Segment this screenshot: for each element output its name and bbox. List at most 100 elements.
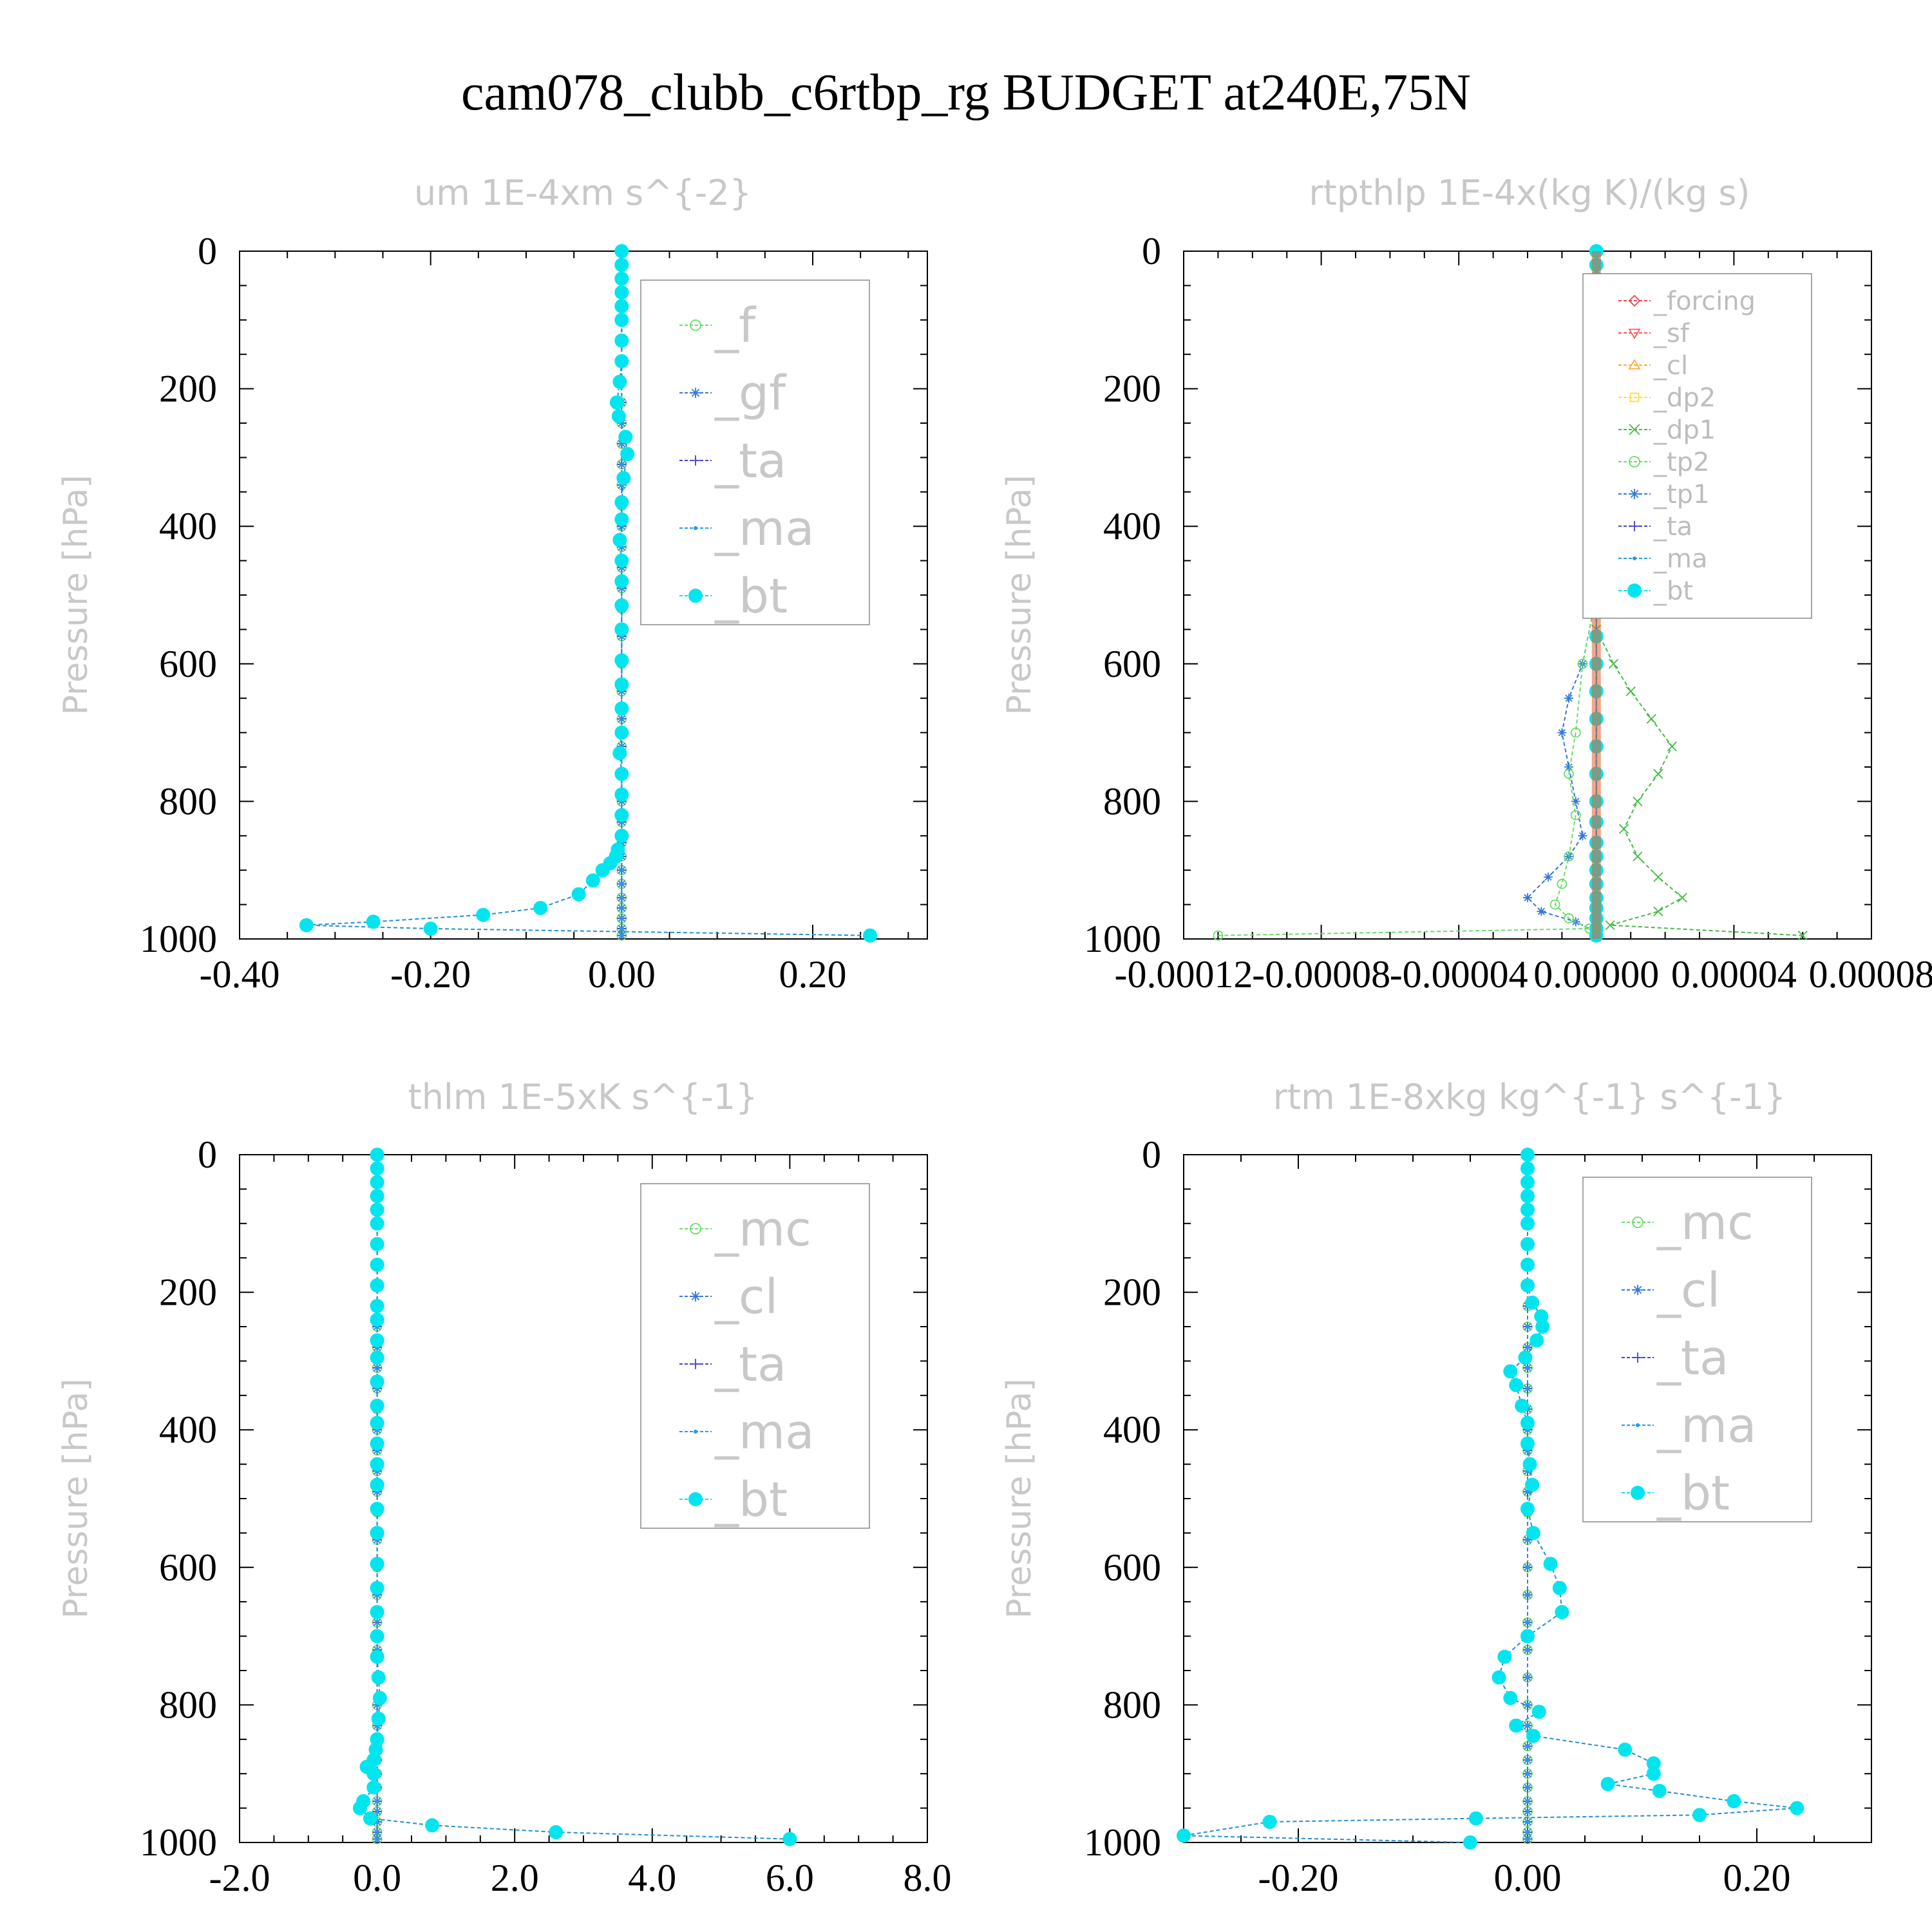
bt-marker	[616, 471, 631, 486]
y-axis-label: Pressure [hPa]	[1000, 1379, 1039, 1619]
y-axis-label: Pressure [hPa]	[57, 475, 95, 715]
bt-marker	[614, 808, 629, 822]
legend-entry-label: _cl	[1653, 351, 1688, 381]
bt-marker	[614, 598, 629, 613]
dot-marker	[1526, 1785, 1530, 1790]
bt-marker	[1492, 1670, 1506, 1685]
bt-marker	[614, 512, 629, 527]
bt-marker	[1520, 1202, 1535, 1217]
dot-marker	[1526, 1620, 1530, 1625]
y-axis-label: Pressure [hPa]	[1000, 475, 1039, 715]
bt-marker	[1463, 1835, 1477, 1850]
bt-marker	[614, 244, 629, 258]
bt-marker	[370, 1526, 384, 1540]
bt-marker	[1600, 1777, 1615, 1792]
circle-marker	[1564, 913, 1574, 923]
bt-marker	[1530, 1333, 1544, 1348]
star-marker	[1564, 762, 1574, 772]
x-tick-label: -0.00008	[1252, 953, 1390, 996]
plot-area: 0 200 400 600 800 1000-2.0 0.0 2.0 4.0 6.0 8.0 Pres…	[57, 1133, 952, 1899]
bt-marker	[1534, 1309, 1549, 1323]
circle-marker	[1570, 727, 1581, 738]
circle-marker	[1564, 851, 1574, 862]
x-tick-label: 0.00	[588, 953, 656, 996]
bt-marker	[688, 1492, 703, 1506]
circle-marker	[1577, 658, 1588, 669]
bt-marker	[370, 1649, 384, 1664]
circle-marker	[1213, 930, 1224, 941]
legend-entry-label: _ma	[714, 501, 814, 556]
y-tick-label: 600	[159, 643, 217, 685]
plus-marker	[690, 455, 701, 466]
bt-marker	[1543, 1557, 1558, 1571]
legend-entry-label: _tp2	[1653, 448, 1710, 477]
bt-marker	[1525, 1477, 1540, 1492]
bt-marker	[1535, 1320, 1550, 1334]
bt-marker	[476, 907, 491, 922]
bt-marker	[371, 1670, 386, 1685]
bt-marker	[614, 828, 629, 843]
x-marker	[1633, 796, 1643, 807]
legend-entry-label: _ta	[714, 1337, 786, 1392]
bt-marker	[370, 1333, 384, 1348]
dot-marker	[375, 1799, 379, 1803]
star-marker	[1564, 694, 1574, 703]
bt-marker	[688, 589, 703, 603]
bt-marker	[618, 430, 633, 444]
legend-entry-label: _ma	[1656, 1398, 1756, 1454]
legend-box	[640, 1183, 870, 1529]
bt-marker	[1520, 1161, 1535, 1176]
bt-marker	[595, 863, 610, 878]
panel-thlm: thlm 1E-5xK s^{-1} 0 200 400 600 800 1000-2.0…	[57, 1077, 952, 1899]
bt-marker	[370, 1502, 384, 1517]
dot-marker	[1526, 1387, 1530, 1391]
bt-marker	[1520, 1236, 1535, 1251]
y-tick-label: 800	[159, 780, 217, 822]
x-marker	[1633, 851, 1643, 862]
bt-marker	[370, 1148, 384, 1162]
dot-marker	[620, 882, 624, 886]
dot-marker	[694, 526, 697, 530]
dot-marker	[1526, 1744, 1530, 1748]
bt-marker	[366, 1780, 381, 1795]
bt-marker	[1520, 1629, 1535, 1643]
y-tick-label: 0	[1142, 1133, 1161, 1176]
bt-marker	[370, 1557, 384, 1571]
bt-marker	[371, 1711, 386, 1726]
bt-marker	[614, 333, 629, 348]
x-tick-label: 0.20	[779, 953, 847, 996]
bt-marker	[1468, 1811, 1483, 1826]
legend-entry-label: _bt	[714, 569, 788, 624]
star-marker	[1629, 489, 1640, 499]
legend-box	[1582, 1177, 1812, 1522]
y-tick-label: 400	[1103, 505, 1161, 547]
dot-marker	[375, 1837, 379, 1841]
star-marker	[690, 1291, 701, 1302]
dot-marker	[620, 462, 624, 467]
bt-marker	[614, 787, 629, 802]
legend-entry-label: _dp2	[1653, 383, 1716, 413]
x-marker	[1618, 824, 1629, 834]
legend-entry-label: _bt	[714, 1472, 788, 1528]
bt-marker	[614, 574, 629, 589]
circle-marker	[1570, 810, 1581, 820]
dot-marker	[375, 1809, 379, 1814]
y-tick-label: 600	[159, 1546, 217, 1589]
x-tick-label: 2.0	[491, 1857, 539, 1899]
dot-marker	[1636, 1423, 1640, 1427]
x-marker	[1608, 659, 1619, 669]
dot-marker	[620, 926, 624, 931]
dot-marker	[1633, 556, 1636, 560]
legend-entry-label: _forcing	[1653, 287, 1756, 316]
x-tick-label: 4.0	[628, 1857, 676, 1899]
legend-entry-label: _ta	[714, 433, 786, 489]
x-tick-label: -0.20	[1258, 1857, 1339, 1899]
bt-marker	[366, 1766, 381, 1781]
y-tick-label: 0	[1142, 230, 1161, 272]
bt-marker	[1520, 1175, 1535, 1189]
y-tick-label: 400	[159, 1408, 217, 1451]
bt-marker	[571, 887, 586, 902]
bt-marker	[620, 447, 635, 462]
bt-marker	[1515, 1398, 1530, 1413]
